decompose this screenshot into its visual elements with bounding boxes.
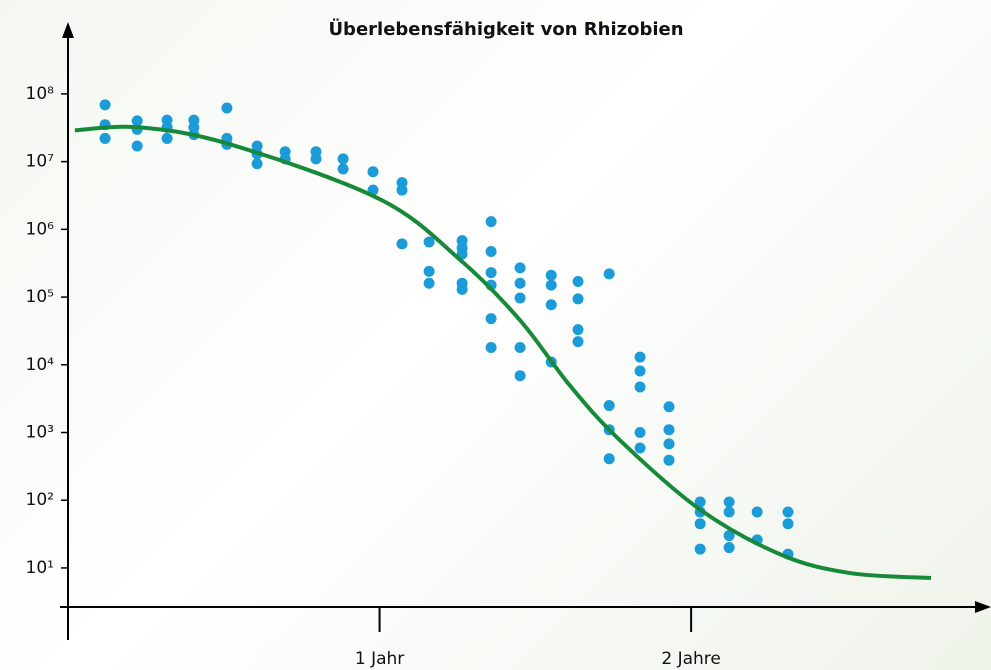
data-point <box>251 140 263 152</box>
x-axis-arrow <box>975 601 991 613</box>
data-point <box>251 158 263 170</box>
data-point <box>572 324 584 336</box>
data-point <box>751 506 763 518</box>
data-point <box>694 496 706 508</box>
x-tick-label: 2 Jahre <box>661 649 721 669</box>
data-point <box>423 277 435 289</box>
data-point <box>634 365 646 377</box>
fit-curve <box>74 124 932 581</box>
y-tick-label: 10⁷ <box>26 152 55 172</box>
data-point <box>514 341 526 353</box>
data-point <box>782 518 794 530</box>
data-point <box>485 313 497 325</box>
data-point <box>99 99 111 111</box>
data-point <box>603 453 615 465</box>
data-point <box>663 454 675 466</box>
data-point <box>161 132 173 144</box>
data-point <box>485 341 497 353</box>
data-point <box>456 283 468 295</box>
data-point <box>572 275 584 287</box>
data-point <box>603 268 615 280</box>
data-point <box>514 292 526 304</box>
data-point <box>514 370 526 382</box>
data-point <box>99 132 111 144</box>
data-point <box>572 336 584 348</box>
data-point <box>485 216 497 228</box>
data-point <box>485 246 497 258</box>
data-point <box>663 424 675 436</box>
data-point <box>694 543 706 555</box>
data-point <box>723 506 735 518</box>
data-point <box>782 506 794 518</box>
data-point <box>310 153 322 165</box>
data-point <box>396 238 408 250</box>
data-point <box>423 265 435 277</box>
data-point <box>337 163 349 175</box>
data-point <box>723 542 735 554</box>
data-point <box>603 400 615 412</box>
y-tick-label: 10¹ <box>26 558 54 578</box>
data-point <box>572 293 584 305</box>
data-point <box>514 262 526 274</box>
data-point <box>545 269 557 281</box>
data-point <box>634 351 646 363</box>
y-tick-label: 10⁴ <box>26 355 55 375</box>
data-point <box>485 267 497 279</box>
x-tick-label: 1 Jahr <box>355 649 404 669</box>
data-point <box>663 438 675 450</box>
data-point <box>545 299 557 311</box>
data-point <box>131 140 143 152</box>
data-point <box>221 102 233 114</box>
data-point <box>634 381 646 393</box>
data-point <box>131 115 143 127</box>
data-point <box>423 236 435 248</box>
data-point <box>634 442 646 454</box>
data-point <box>396 184 408 196</box>
data-point <box>663 401 675 413</box>
y-tick-label: 10³ <box>26 423 54 443</box>
data-point <box>723 530 735 542</box>
data-point <box>634 427 646 439</box>
y-tick-label: 10⁶ <box>26 219 55 239</box>
data-point <box>367 166 379 178</box>
data-point <box>723 496 735 508</box>
y-axis-arrow <box>62 22 74 38</box>
y-tick-label: 10⁵ <box>26 287 54 307</box>
y-tick-label: 10² <box>26 490 54 510</box>
data-point <box>514 277 526 289</box>
data-point <box>545 279 557 291</box>
y-tick-label: 10⁸ <box>26 84 55 104</box>
chart-title: Überlebensfähigkeit von Rhizobien <box>328 18 683 40</box>
data-point <box>337 153 349 165</box>
data-point <box>694 518 706 530</box>
